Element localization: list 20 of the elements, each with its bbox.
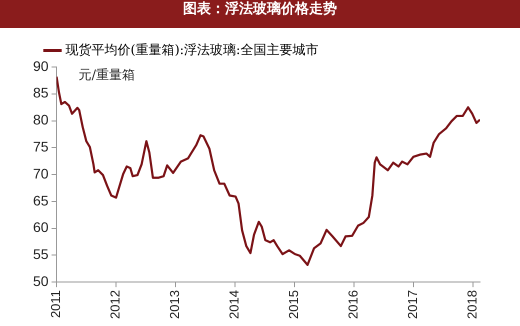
y-tick-label: 90 xyxy=(32,58,49,74)
x-tick-label: 2017 xyxy=(404,290,420,319)
x-tick-label: 2011 xyxy=(48,290,64,318)
y-tick-label: 75 xyxy=(32,138,49,155)
y-tick-label: 80 xyxy=(32,112,49,128)
y-tick-label: 55 xyxy=(32,246,49,262)
y-tick-label: 85 xyxy=(32,84,49,101)
chart-title: 图表：浮法玻璃价格走势 xyxy=(0,0,520,28)
legend-label: 现货平均价(重量箱):浮法玻璃:全国主要城市 xyxy=(66,42,318,58)
x-tick-label: 2013 xyxy=(167,290,182,319)
x-tick-label: 2012 xyxy=(108,290,123,319)
x-tick-label: 2016 xyxy=(346,290,360,319)
y-tick-label: 70 xyxy=(32,165,49,182)
y-axis-title: 元/重量箱 xyxy=(78,68,135,83)
x-tick-label: 2015 xyxy=(286,290,302,319)
y-tick-label: 50 xyxy=(32,272,49,289)
x-tick-label: 2018 xyxy=(464,290,480,319)
y-tick-label: 65 xyxy=(32,192,49,208)
y-tick-label: 60 xyxy=(32,219,49,236)
x-tick-label: 2014 xyxy=(226,290,242,319)
